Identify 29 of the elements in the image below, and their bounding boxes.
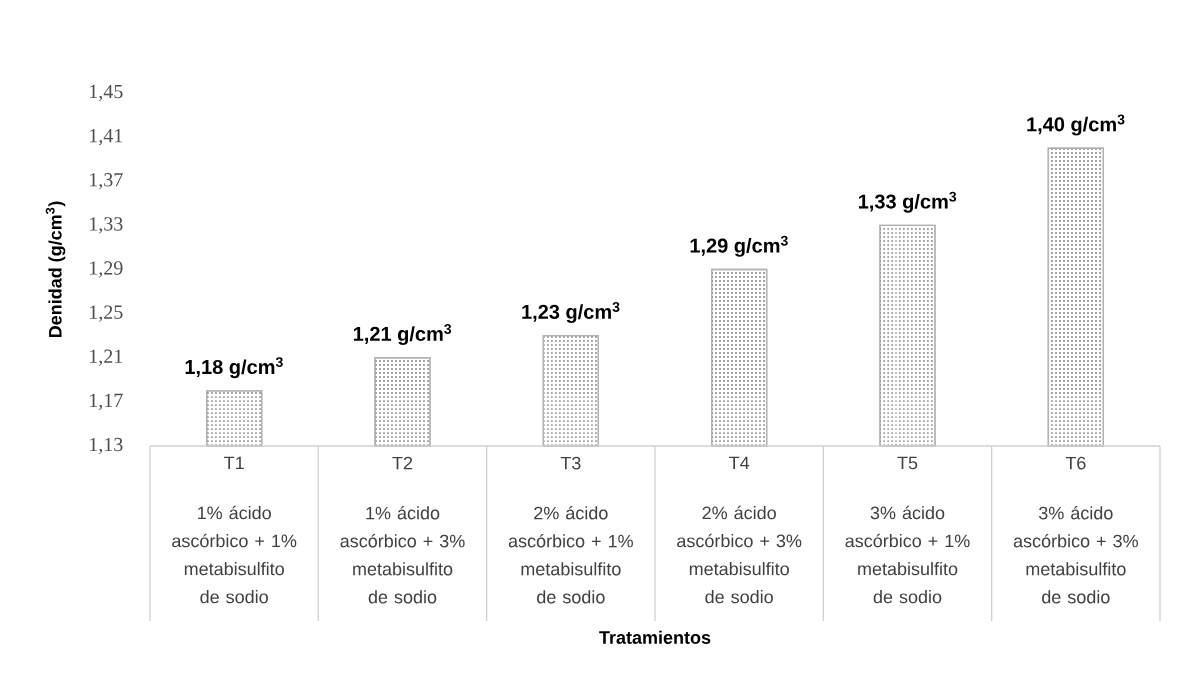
data-label: 1,40 g/cm$^{3}$ [1027, 114, 1125, 136]
y-tick-label: 1,25 [90, 305, 123, 322]
text: 2% ácido ascórbico + 3% metabisulfito de sodio [677, 505, 802, 604]
y-tick-label: 1,17 [90, 393, 123, 410]
data-label: 1,23 g/cm$^{3}$ [522, 302, 620, 323]
y-tick-label: 1,33 [90, 217, 123, 234]
data-label: 1,29 g/cm$^{3}$ [690, 235, 788, 257]
text: 2% ácido ascórbico + 1% metabisulfito de sodio [508, 506, 633, 604]
text: Tratamientos [599, 630, 711, 644]
y-tick-label: 1,29 [90, 261, 123, 278]
x-tick-label: T2 [392, 456, 413, 470]
data-label: 1,21 g/cm$^{3}$ [353, 324, 452, 346]
text: 3% ácido ascórbico + 3% metabisulfito de sodio [1013, 506, 1138, 604]
text: 1% ácido ascórbico + 1% metabisulfito de sodio [172, 505, 297, 604]
y-tick-label: 1,45 [90, 84, 123, 102]
data-label: 1,33 g/cm$^{3}$ [858, 191, 957, 213]
y-tick-label: 1,13 [90, 437, 123, 455]
x-tick-label: T4 [729, 456, 750, 470]
x-tick-label: T1 [224, 456, 244, 470]
y-tick-label: 1,41 [90, 128, 123, 146]
x-tick-label: T5 [897, 456, 918, 470]
y-tick-label: 1,21 [90, 349, 123, 366]
text: 1% ácido ascórbico + 3% metabisulfito de sodio [340, 506, 465, 604]
text: 3% ácido ascórbico + 1% metabisulfito de sodio [845, 505, 970, 604]
text: Denidad (g/cm$^{3}$) [45, 201, 66, 338]
data-label: 1,18 g/cm$^{3}$ [185, 357, 283, 379]
x-tick-label: T3 [560, 456, 581, 470]
x-tick-label: T6 [1065, 456, 1086, 470]
y-tick-label: 1,37 [90, 173, 123, 190]
